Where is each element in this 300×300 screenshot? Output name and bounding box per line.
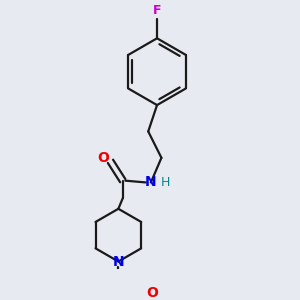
Text: H: H [160,176,170,189]
Text: F: F [153,4,161,17]
Text: N: N [112,254,124,268]
Text: O: O [98,151,110,165]
Text: N: N [145,176,157,189]
Text: O: O [146,286,158,300]
